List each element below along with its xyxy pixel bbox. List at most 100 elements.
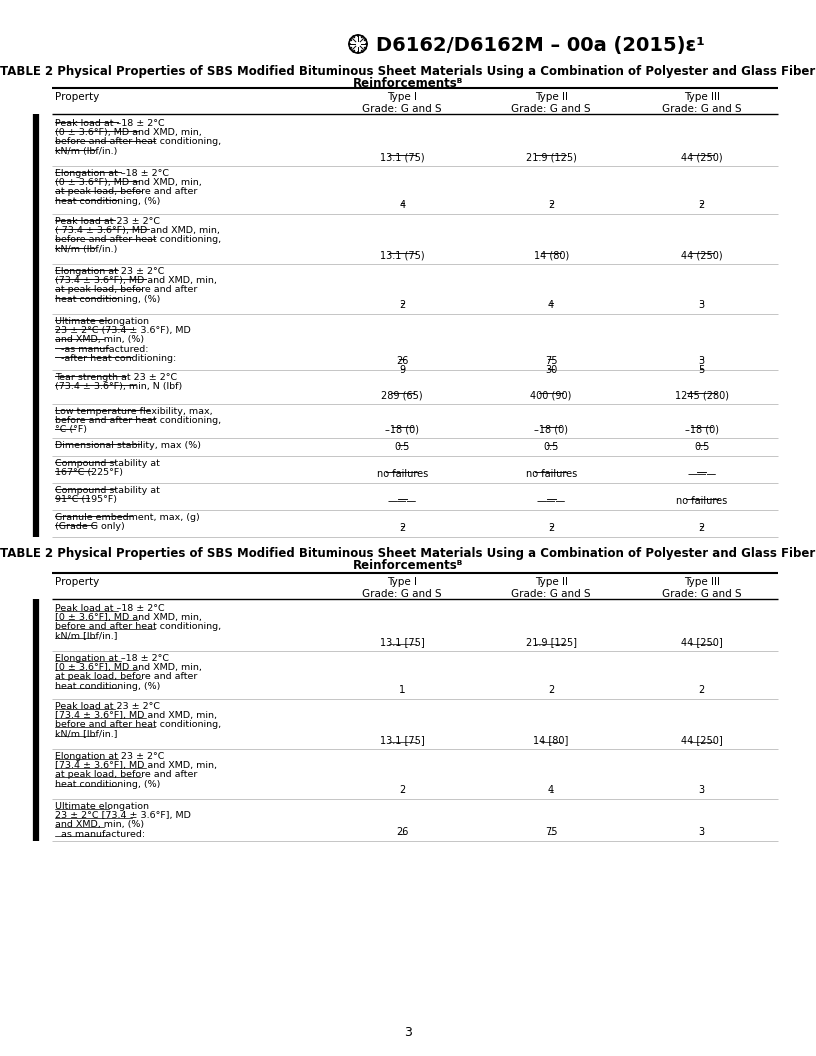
Text: ———: ——— (687, 469, 716, 479)
Text: heat conditioning, (%): heat conditioning, (%) (55, 779, 161, 789)
Text: Peak load at –18 ± 2°C: Peak load at –18 ± 2°C (55, 604, 165, 612)
Text: 167°C (225°F): 167°C (225°F) (55, 468, 123, 477)
Text: no failures: no failures (377, 469, 428, 479)
Text: [0 ± 3.6°F], MD and XMD, min,: [0 ± 3.6°F], MD and XMD, min, (55, 614, 202, 622)
Text: kN/m (lbf/in.): kN/m (lbf/in.) (55, 147, 118, 155)
Text: 26: 26 (396, 356, 409, 366)
Text: 289 (65): 289 (65) (382, 390, 424, 400)
Text: 21.9 [125]: 21.9 [125] (526, 637, 577, 647)
Text: 3: 3 (698, 300, 705, 310)
Text: Type I
Grade: G and S: Type I Grade: G and S (362, 577, 442, 599)
Text: heat conditioning, (%): heat conditioning, (%) (55, 295, 161, 303)
Text: before and after heat conditioning,: before and after heat conditioning, (55, 137, 221, 147)
Text: before and after heat conditioning,: before and after heat conditioning, (55, 720, 221, 730)
Text: –18 (0): –18 (0) (685, 425, 719, 434)
Text: 2: 2 (698, 685, 705, 695)
Text: 3: 3 (698, 356, 705, 366)
Text: 400 (90): 400 (90) (530, 390, 572, 400)
Text: 2: 2 (698, 523, 705, 533)
Text: 3: 3 (698, 785, 705, 795)
Text: Type II
Grade: G and S: Type II Grade: G and S (512, 92, 591, 114)
Text: at peak load, before and after: at peak load, before and after (55, 673, 197, 681)
Text: 4: 4 (548, 300, 554, 310)
Text: -after heat conditioning:: -after heat conditioning: (55, 354, 176, 363)
Text: before and after heat conditioning,: before and after heat conditioning, (55, 235, 221, 244)
Text: Elongation at 23 ± 2°C: Elongation at 23 ± 2°C (55, 267, 164, 276)
Text: Elongation at –18 ± 2°C: Elongation at –18 ± 2°C (55, 654, 169, 663)
Text: 0.5: 0.5 (694, 442, 709, 452)
Text: Peak load at 23 ± 2°C: Peak load at 23 ± 2°C (55, 702, 160, 711)
Text: Type III
Grade: G and S: Type III Grade: G and S (662, 577, 742, 599)
Text: Elongation at 23 ± 2°C: Elongation at 23 ± 2°C (55, 752, 164, 761)
Text: 4: 4 (399, 200, 406, 210)
Text: (73.4 ± 3.6°F), MD and XMD, min,: (73.4 ± 3.6°F), MD and XMD, min, (55, 277, 217, 285)
Text: [73.4 ± 3.6°F], MD and XMD, min,: [73.4 ± 3.6°F], MD and XMD, min, (55, 761, 217, 770)
Text: -as manufactured:: -as manufactured: (55, 344, 149, 354)
Text: at peak load, before and after: at peak load, before and after (55, 771, 197, 779)
Text: 2: 2 (548, 685, 554, 695)
Text: 30: 30 (545, 365, 557, 375)
Text: Type III
Grade: G and S: Type III Grade: G and S (662, 92, 742, 114)
Text: as manufactured:: as manufactured: (55, 830, 145, 838)
Text: kN/m [lbf/in.]: kN/m [lbf/in.] (55, 730, 118, 738)
Text: 13.1 (75): 13.1 (75) (380, 250, 424, 260)
Text: Type II
Grade: G and S: Type II Grade: G and S (512, 577, 591, 599)
Text: 4: 4 (548, 785, 554, 795)
Text: Elongation at –18 ± 2°C: Elongation at –18 ± 2°C (55, 169, 169, 178)
Text: –18 (0): –18 (0) (385, 425, 419, 434)
Text: (Grade G only): (Grade G only) (55, 523, 125, 531)
Text: Peak load at 23 ± 2°C: Peak load at 23 ± 2°C (55, 216, 160, 226)
Text: TABLE 2 Physical Properties of SBS Modified Bituminous Sheet Materials Using a C: TABLE 2 Physical Properties of SBS Modif… (0, 65, 816, 78)
Text: 44 [250]: 44 [250] (681, 735, 723, 744)
Text: Type I
Grade: G and S: Type I Grade: G and S (362, 92, 442, 114)
Text: °C (°F): °C (°F) (55, 426, 87, 434)
Text: no failures: no failures (526, 469, 577, 479)
Text: 2: 2 (548, 200, 554, 210)
Text: Property: Property (55, 577, 100, 587)
Text: 13.1 [75]: 13.1 [75] (380, 735, 424, 744)
Text: Peak load at –18 ± 2°C: Peak load at –18 ± 2°C (55, 119, 165, 128)
Text: kN/m (lbf/in.): kN/m (lbf/in.) (55, 245, 118, 253)
Text: at peak load, before and after: at peak load, before and after (55, 285, 197, 295)
Text: 14 (80): 14 (80) (534, 250, 569, 260)
Text: 75: 75 (545, 356, 557, 366)
Text: 0.5: 0.5 (395, 442, 410, 452)
Text: (73.4 ± 3.6°F), min, N (lbf): (73.4 ± 3.6°F), min, N (lbf) (55, 382, 182, 391)
Text: 13.1 (75): 13.1 (75) (380, 152, 424, 162)
Text: 91°C (195°F): 91°C (195°F) (55, 495, 117, 504)
Text: 0.5: 0.5 (543, 442, 559, 452)
Text: Compound stability at: Compound stability at (55, 459, 160, 468)
Text: 1: 1 (399, 685, 406, 695)
Text: kN/m [lbf/in.]: kN/m [lbf/in.] (55, 631, 118, 641)
Text: 2: 2 (399, 523, 406, 533)
Text: Ultimate elongation: Ultimate elongation (55, 317, 149, 326)
Text: Tear strength at 23 ± 2°C: Tear strength at 23 ± 2°C (55, 373, 177, 382)
Text: TABLE 2 Physical Properties of SBS Modified Bituminous Sheet Materials Using a C: TABLE 2 Physical Properties of SBS Modif… (0, 547, 816, 560)
Text: Reinforcementsᴮ: Reinforcementsᴮ (353, 77, 463, 90)
Text: at peak load, before and after: at peak load, before and after (55, 187, 197, 196)
Text: Reinforcementsᴮ: Reinforcementsᴮ (353, 559, 463, 572)
Text: 23 ± 2°C [73.4 ± 3.6°F], MD: 23 ± 2°C [73.4 ± 3.6°F], MD (55, 811, 191, 821)
Text: 23 ± 2°C (73.4 ± 3.6°F), MD: 23 ± 2°C (73.4 ± 3.6°F), MD (55, 326, 191, 335)
Text: (0 ± 3.6°F), MD and XMD, min,: (0 ± 3.6°F), MD and XMD, min, (55, 128, 202, 137)
Text: Property: Property (55, 92, 100, 102)
Text: 5: 5 (698, 365, 705, 375)
Text: heat conditioning, (%): heat conditioning, (%) (55, 196, 161, 206)
Text: 2: 2 (399, 785, 406, 795)
Text: and XMD, min, (%): and XMD, min, (%) (55, 821, 144, 829)
Text: ———: ——— (388, 496, 417, 506)
Text: 14 [80]: 14 [80] (534, 735, 569, 744)
Text: Ultimate elongation: Ultimate elongation (55, 802, 149, 811)
Text: 1245 (280): 1245 (280) (675, 390, 729, 400)
Text: 44 (250): 44 (250) (681, 152, 723, 162)
Text: 44 [250]: 44 [250] (681, 637, 723, 647)
Text: ———: ——— (536, 496, 565, 506)
Text: ( 73.4 ± 3.6°F), MD and XMD, min,: ( 73.4 ± 3.6°F), MD and XMD, min, (55, 226, 220, 235)
Text: D6162/D6162M – 00a (2015)ε¹: D6162/D6162M – 00a (2015)ε¹ (376, 36, 705, 55)
Text: –18 (0): –18 (0) (534, 425, 568, 434)
Text: 26: 26 (396, 827, 409, 837)
Text: before and after heat conditioning,: before and after heat conditioning, (55, 622, 221, 631)
Text: [0 ± 3.6°F], MD and XMD, min,: [0 ± 3.6°F], MD and XMD, min, (55, 663, 202, 673)
Text: 3: 3 (404, 1026, 412, 1039)
Text: before and after heat conditioning,: before and after heat conditioning, (55, 416, 221, 426)
